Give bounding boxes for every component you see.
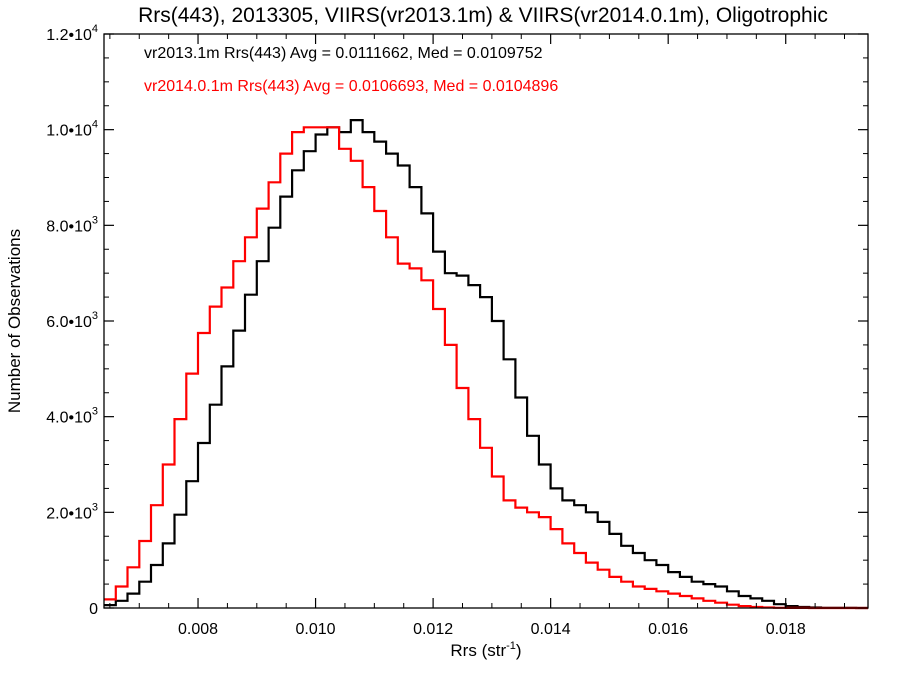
ticks-layer: 0.008 0.010 0.012 0.014 0.016 0.018 0 2.0•103 4.… (46, 23, 868, 638)
y-tick-label: 0 (89, 601, 98, 618)
x-axis-label-end: ) (516, 641, 522, 660)
x-tick-label: 0.014 (531, 621, 571, 638)
y-axis-label: Number of Observations (5, 229, 24, 413)
y-tick-label: 6.0•103 (46, 310, 98, 331)
y-tick-label: 1.2•104 (46, 23, 98, 44)
legend-entry-1: vr2013.1m Rrs(443) Avg = 0.0111662, Med … (144, 45, 543, 62)
series-line-1 (104, 119, 868, 610)
x-tick-label: 0.010 (296, 621, 336, 638)
chart-title: Rrs(443), 2013305, VIIRS(vr2013.1m) & VI… (138, 4, 828, 27)
plot-frame (103, 33, 869, 609)
x-axis-label-sup: -1 (506, 640, 516, 652)
x-axis-label-base: Rrs (str (450, 641, 506, 660)
x-tick-label: 0.012 (413, 621, 453, 638)
x-axis-label: Rrs (str-1) (450, 640, 521, 660)
x-tick-label: 0.008 (178, 621, 218, 638)
series-line-2 (104, 126, 868, 610)
y-tick-label: 1.0•104 (46, 119, 98, 140)
x-tick-label: 0.016 (648, 621, 688, 638)
x-tick-label: 0.018 (766, 621, 806, 638)
y-tick-label: 8.0•103 (46, 214, 98, 235)
y-tick-label: 2.0•103 (46, 501, 98, 522)
series-layer (104, 119, 868, 610)
legend-entry-2: vr2014.0.1m Rrs(443) Avg = 0.0106693, Me… (144, 78, 558, 95)
y-tick-label: 4.0•103 (46, 406, 98, 427)
